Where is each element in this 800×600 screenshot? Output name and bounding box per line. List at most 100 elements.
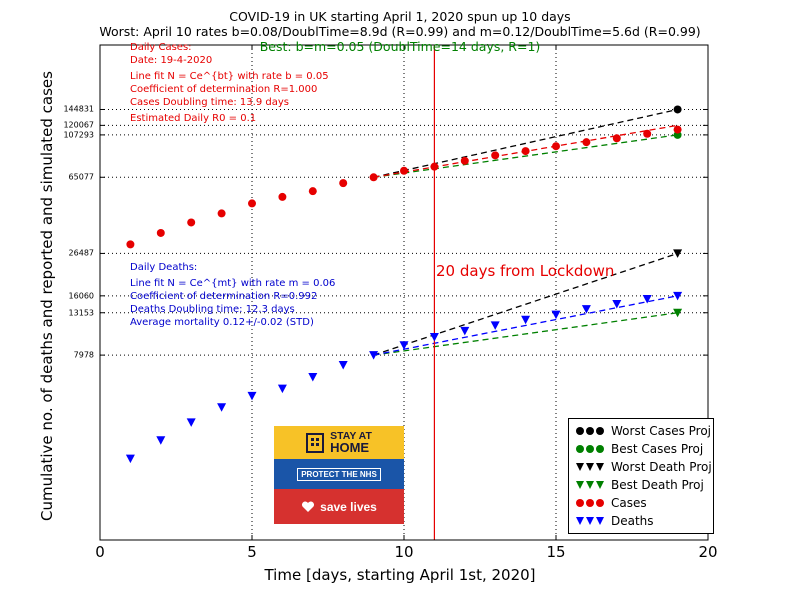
legend-label: Best Death Proj xyxy=(611,478,704,492)
data-point-deaths xyxy=(125,454,135,464)
projection-point-best-death-proj xyxy=(673,308,683,318)
y-tick-label: 107293 xyxy=(63,130,94,140)
chart-subtitle-worst: Worst: April 10 rates b=0.08/DoublTime=8… xyxy=(99,24,701,39)
data-point-deaths xyxy=(308,373,318,382)
data-point-deaths xyxy=(277,384,287,394)
data-markers-layer xyxy=(125,125,683,464)
fit-line xyxy=(373,134,678,178)
data-point-cases xyxy=(248,199,256,208)
y-tick-label: 120067 xyxy=(63,120,94,130)
data-point-deaths xyxy=(612,300,622,309)
data-point-cases xyxy=(278,192,287,201)
data-point-deaths xyxy=(156,436,166,445)
cases-ann-line: Date: 19-4-2020 xyxy=(130,54,213,66)
data-point-deaths xyxy=(399,341,409,350)
data-point-cases xyxy=(521,147,530,156)
y-tick-label: 65077 xyxy=(68,172,94,182)
data-point-deaths xyxy=(429,333,439,342)
data-point-cases xyxy=(643,129,652,138)
data-point-cases xyxy=(369,173,378,182)
legend-item-deaths: Deaths xyxy=(569,512,654,530)
data-point-cases xyxy=(430,162,439,171)
cases-ann-line: Coefficient of determination R=1.000 xyxy=(130,83,318,95)
stay-home-logo: STAY AT HOME PROTECT THE NHS save lives xyxy=(274,426,404,524)
legend-label: Deaths xyxy=(611,514,654,528)
save-lives-banner: save lives xyxy=(274,489,404,524)
cases-ann-line: Estimated Daily R0 = 0.1 xyxy=(130,112,257,124)
data-point-deaths xyxy=(521,315,531,325)
legend-item-cases: Cases xyxy=(569,494,647,512)
deaths-ann-line: Deaths Doubling time: 12.3 days xyxy=(130,303,295,315)
cases-ann-line: Cases Doubling time: 13.9 days xyxy=(130,96,289,108)
data-point-deaths xyxy=(460,326,470,336)
cases-annotation: Daily Cases: Date: 19-4-2020 Line fit N … xyxy=(130,42,329,125)
legend-marker xyxy=(569,517,611,525)
deaths-annotation: Daily Deaths: Line fit N = Ce^{mt} with … xyxy=(130,262,335,330)
grid-layer xyxy=(100,45,708,540)
x-tick-label: 15 xyxy=(546,543,566,561)
data-point-cases xyxy=(612,134,621,143)
cases-ann-line: Line fit N = Ce^{bt} with rate b = 0.05 xyxy=(130,70,329,82)
deaths-ann-line: Daily Deaths: xyxy=(130,262,198,273)
data-point-deaths xyxy=(217,403,227,412)
data-point-cases xyxy=(673,125,682,134)
data-point-deaths xyxy=(673,291,683,301)
projection-markers-layer xyxy=(673,105,683,318)
legend-label: Worst Death Proj xyxy=(611,460,712,474)
data-point-cases xyxy=(491,151,500,160)
y-tick-label: 13153 xyxy=(68,308,94,318)
stay-home-banner: STAY AT HOME xyxy=(274,426,404,459)
y-tick-label: 144831 xyxy=(63,104,94,114)
legend-marker xyxy=(569,499,611,507)
data-point-deaths xyxy=(369,351,379,360)
x-tick-label: 10 xyxy=(394,543,414,561)
save-lives-text: save lives xyxy=(320,499,377,514)
y-tick-label: 16060 xyxy=(68,291,94,301)
legend-label: Cases xyxy=(611,496,647,510)
home-text: HOME xyxy=(330,440,370,456)
chart-title: COVID-19 in UK starting April 1, 2020 sp… xyxy=(229,9,571,24)
data-point-deaths xyxy=(581,305,591,314)
lockdown-label: 20 days from Lockdown xyxy=(436,262,615,280)
x-tick-label: 5 xyxy=(247,543,257,561)
data-point-deaths xyxy=(338,361,348,370)
data-point-cases xyxy=(460,156,469,165)
chart-subtitle-best: Best: b=m=0.05 (DoublTime=14 days, R=1) xyxy=(259,39,541,54)
data-point-cases xyxy=(339,179,348,188)
x-axis-label: Time [days, starting April 1st, 2020] xyxy=(264,566,536,584)
y-tick-label: 7978 xyxy=(73,350,94,360)
y-axis-label: Cumulative no. of deaths and reported an… xyxy=(38,71,56,521)
legend: Worst Cases Proj Best Cases Proj Worst D… xyxy=(568,418,714,534)
legend-item-best-death: Best Death Proj xyxy=(569,476,704,494)
fit-line xyxy=(373,312,678,356)
tick-marks xyxy=(99,45,709,540)
data-point-deaths xyxy=(490,321,500,330)
data-point-deaths xyxy=(247,391,257,401)
legend-marker xyxy=(569,445,611,453)
data-point-deaths xyxy=(186,418,196,427)
deaths-ann-line: Average mortality 0.12+/-0.02 (STD) xyxy=(130,316,314,328)
stay-at-text: STAY AT xyxy=(330,429,372,442)
data-point-deaths xyxy=(642,295,652,304)
projection-point-worst-death-proj xyxy=(673,249,683,258)
data-point-cases xyxy=(156,228,165,237)
data-point-cases xyxy=(552,142,560,151)
data-point-cases xyxy=(126,240,135,249)
fit-line xyxy=(373,108,678,178)
legend-item-worst-death: Worst Death Proj xyxy=(569,458,712,476)
data-point-cases xyxy=(400,166,408,175)
legend-marker xyxy=(569,427,611,435)
fit-line xyxy=(373,295,678,356)
data-point-cases xyxy=(308,187,317,196)
projection-point-worst-cases-proj xyxy=(673,105,682,114)
data-point-cases xyxy=(187,218,196,227)
protect-nhs-banner: PROTECT THE NHS xyxy=(274,459,404,489)
data-point-cases xyxy=(582,138,591,147)
legend-item-worst-cases: Worst Cases Proj xyxy=(569,422,711,440)
data-point-cases xyxy=(217,209,226,218)
legend-marker xyxy=(569,481,611,489)
legend-label: Worst Cases Proj xyxy=(611,424,712,438)
y-tick-label: 26487 xyxy=(68,248,94,258)
x-tick-label: 0 xyxy=(95,543,105,561)
